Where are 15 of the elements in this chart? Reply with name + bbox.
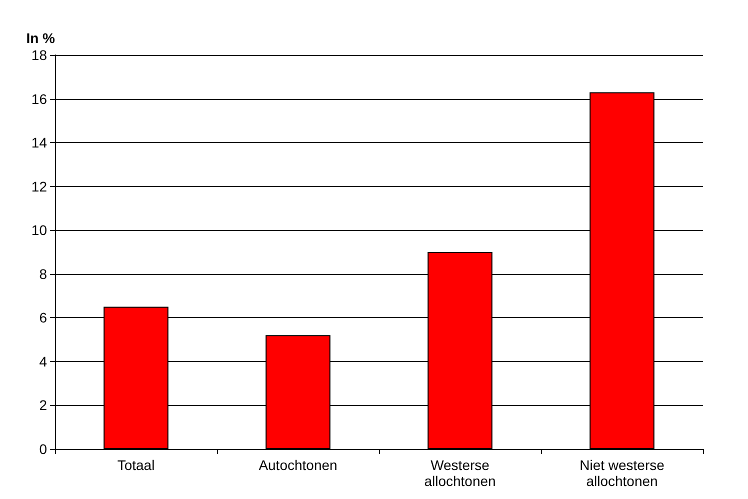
y-tick-label: 8 xyxy=(39,266,48,282)
x-tick-label: Niet westerse allochtonen xyxy=(580,457,665,489)
x-tick-label: Autochtonen xyxy=(258,457,338,473)
x-tick-label: Totaal xyxy=(117,457,155,473)
y-tick-label: 0 xyxy=(39,441,48,457)
y-tick-label: 2 xyxy=(39,397,48,414)
y-tick-label: 14 xyxy=(31,134,48,151)
y-tick-label: 18 xyxy=(31,47,48,63)
y-tick-label: 6 xyxy=(39,310,48,326)
y-tick-label: 16 xyxy=(31,90,48,107)
y-tick-label: 10 xyxy=(31,222,48,238)
y-axis-title: In % xyxy=(26,30,56,46)
x-tick-label: Westerse allochtonen xyxy=(424,457,496,489)
y-tick-label: 4 xyxy=(39,353,48,370)
y-tick-label: 12 xyxy=(31,178,48,194)
